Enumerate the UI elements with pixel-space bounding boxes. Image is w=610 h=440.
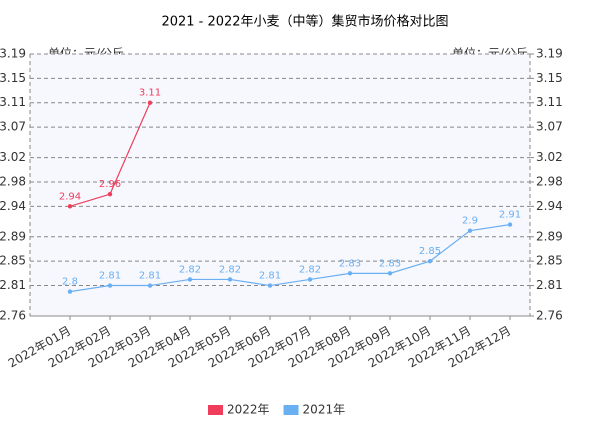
y-tick-label: 2.89: [0, 229, 26, 243]
legend-swatch: [208, 405, 223, 415]
legend-label: 2021年: [303, 403, 346, 417]
data-label: 2.81: [259, 271, 281, 282]
point: [107, 283, 113, 288]
y-tick-label: 2.81: [0, 278, 26, 292]
point: [187, 277, 193, 282]
data-label: 2.82: [299, 264, 321, 275]
point: [67, 204, 73, 209]
data-label: 2.82: [179, 264, 201, 275]
y2-tick-label: 2.85: [536, 254, 563, 268]
point: [147, 100, 153, 105]
point: [107, 191, 113, 197]
data-label: 2.96: [99, 179, 121, 190]
data-label: 2.91: [499, 210, 521, 221]
y-tick-label: 2.98: [0, 174, 26, 188]
point: [307, 277, 313, 282]
point: [507, 222, 513, 227]
point: [147, 283, 153, 288]
y-tick-label: 2.94: [0, 199, 26, 213]
data-label: 2.9: [462, 216, 478, 227]
data-label: 2.81: [139, 271, 161, 282]
point: [427, 258, 433, 264]
data-label: 2.85: [419, 246, 441, 257]
y2-tick-label: 3.07: [536, 120, 563, 134]
data-label: 2.83: [339, 258, 361, 269]
y-tick-label: 3.02: [0, 150, 26, 164]
y-tick-label: 3.15: [0, 71, 26, 85]
point: [267, 283, 273, 288]
y2-tick-label: 2.76: [536, 309, 563, 323]
y2-tick-label: 3.19: [536, 47, 563, 61]
chart-title: 2021 - 2022年小麦（中等）集贸市场价格对比图: [161, 14, 448, 30]
point: [467, 228, 473, 233]
point: [347, 271, 353, 276]
point: [387, 271, 393, 276]
legend-label: 2022年: [227, 403, 270, 417]
y2-tick-label: 2.81: [536, 278, 563, 292]
data-label: 2.83: [379, 258, 401, 269]
y-tick-label: 3.19: [0, 47, 26, 61]
plot-background: [30, 54, 530, 316]
point: [227, 277, 233, 282]
y-tick-label: 2.85: [0, 254, 26, 268]
data-label: 2.8: [62, 277, 78, 288]
y-tick-label: 2.76: [0, 309, 26, 323]
data-label: 2.94: [59, 191, 81, 202]
y2-tick-label: 3.11: [536, 95, 563, 109]
data-label: 2.82: [219, 264, 241, 275]
y2-tick-label: 3.15: [536, 71, 563, 85]
y2-tick-label: 2.89: [536, 229, 563, 243]
data-label: 3.11: [139, 88, 161, 99]
point: [67, 289, 73, 294]
series-line: [69, 224, 511, 293]
y2-tick-label: 2.98: [536, 174, 563, 188]
y-tick-label: 3.11: [0, 95, 26, 109]
y2-tick-label: 3.02: [536, 150, 563, 164]
data-label: 2.81: [99, 271, 121, 282]
legend-swatch: [283, 405, 299, 415]
y2-tick-label: 2.94: [536, 199, 563, 213]
y-tick-label: 3.07: [0, 120, 26, 134]
